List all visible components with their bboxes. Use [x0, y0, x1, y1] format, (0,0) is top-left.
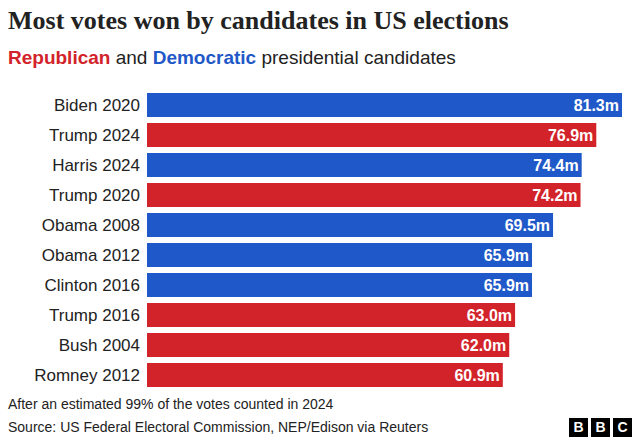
- svg-text:Trump 2020: Trump 2020: [49, 186, 140, 205]
- svg-text:63.0m: 63.0m: [467, 307, 512, 324]
- svg-text:Harris 2024: Harris 2024: [52, 156, 140, 175]
- html-text:B: B: [573, 419, 584, 435]
- svg-text:Bush 2004: Bush 2004: [59, 336, 140, 355]
- html-text:After an estimated 99% of the: After an estimated 99% of the votes coun…: [8, 396, 334, 412]
- svg-text:74.2m: 74.2m: [532, 187, 577, 204]
- html-text:Republican and Democratic pres: Republican and Democratic presidential c…: [8, 47, 456, 68]
- html-text:Most votes won by candidates i: Most votes won by candidates in US elect…: [8, 6, 509, 35]
- svg-text:Biden 2020: Biden 2020: [54, 96, 140, 115]
- svg-text:62.0m: 62.0m: [461, 337, 506, 354]
- svg-text:76.9m: 76.9m: [548, 127, 593, 144]
- html-text:Source: US Federal Electoral C: Source: US Federal Electoral Commission,…: [8, 419, 429, 435]
- svg-text:74.4m: 74.4m: [533, 157, 578, 174]
- svg-text:69.5m: 69.5m: [505, 217, 550, 234]
- html-text:B: B: [595, 419, 606, 435]
- svg-text:81.3m: 81.3m: [574, 97, 619, 114]
- html-text:C: C: [617, 419, 628, 435]
- svg-text:65.9m: 65.9m: [484, 247, 529, 264]
- svg-text:65.9m: 65.9m: [484, 277, 529, 294]
- svg-text:Trump 2024: Trump 2024: [49, 126, 140, 145]
- svg-text:Obama 2008: Obama 2008: [42, 216, 140, 235]
- svg-text:Obama 2012: Obama 2012: [42, 246, 140, 265]
- svg-text:Romney 2012: Romney 2012: [34, 366, 140, 385]
- svg-text:Clinton 2016: Clinton 2016: [45, 276, 140, 295]
- svg-text:Trump 2016: Trump 2016: [49, 306, 140, 325]
- svg-text:60.9m: 60.9m: [454, 367, 499, 384]
